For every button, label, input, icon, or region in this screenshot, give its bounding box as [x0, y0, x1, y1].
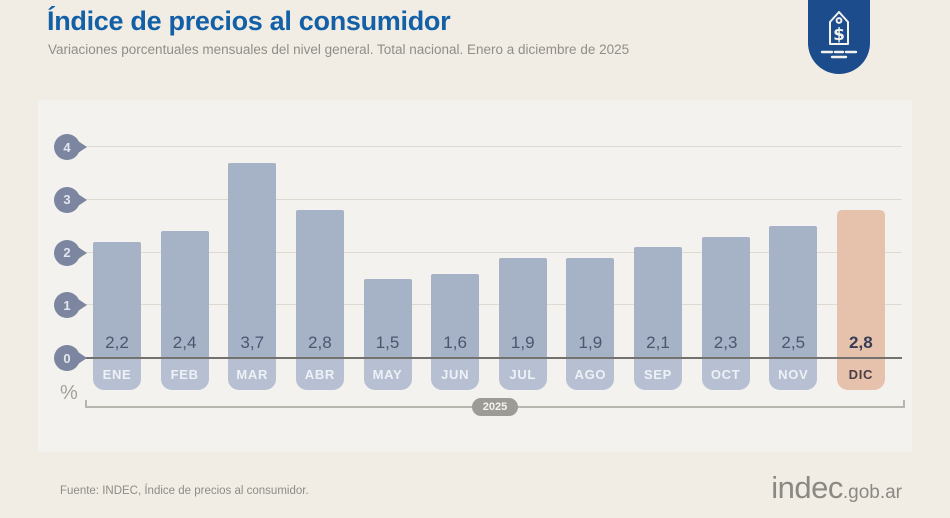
indec-logo-suffix: .gob.ar: [842, 482, 902, 503]
bar-value-sep: 2,1: [646, 333, 670, 352]
chart-panel: 2,2 ENE 2,4 FEB 3,7 MAR 2,8 ABR 1,5 MAY 1,6 JUN 1,9 J…: [38, 100, 912, 452]
bar-ago: [566, 257, 615, 358]
bar-column-ago: 1,9 AGO: [566, 100, 615, 390]
bar-value-jul: 1,9: [510, 333, 535, 352]
month-label-dic: DIC: [836, 358, 885, 390]
bar-column-jul: 1,9 JUL: [498, 100, 547, 390]
month-label-sep: SEP: [634, 358, 682, 390]
source-note: Fuente: INDEC, Índice de precios al cons…: [60, 485, 309, 497]
bar-column-may: 1,5 MAY: [363, 100, 412, 390]
bar-columns: 2,2 ENE 2,4 FEB 3,7 MAR 2,8 ABR 1,5 MAY 1,6 JUN 1,9 J…: [93, 100, 885, 390]
bar-value-abr: 2,8: [308, 333, 332, 352]
bar-value-dic: 2,8: [849, 333, 873, 352]
month-label-mar: MAR: [228, 358, 277, 390]
bar-feb: [160, 231, 209, 358]
bar-column-mar: 3,7 MAR: [228, 100, 277, 390]
bar-may: [363, 278, 412, 358]
bar-mar: [228, 162, 277, 358]
month-label-abr: ABR: [295, 358, 344, 390]
bar-abr: [295, 210, 344, 358]
y-tick-pin-2: 2: [54, 239, 87, 266]
month-label-jul: JUL: [498, 358, 547, 390]
y-tick-pin-4: 4: [54, 134, 87, 160]
price-tag-badge: $: [808, 0, 870, 74]
y-tick-pin-1: 1: [54, 292, 87, 319]
bar-value-ene: 2,2: [105, 333, 129, 352]
bar-column-jun: 1,6 JUN: [431, 100, 480, 390]
bar-nov: [769, 226, 818, 358]
month-label-nov: NOV: [769, 358, 818, 390]
gridline-y3: [78, 198, 902, 200]
gridline-y2: [78, 251, 902, 253]
indec-logo-main: indec: [771, 470, 843, 505]
bar-oct: [701, 236, 750, 358]
x-axis-line: [78, 357, 902, 359]
bar-dic: [836, 210, 885, 358]
month-label-jun: JUN: [431, 358, 480, 390]
month-label-ago: AGO: [566, 358, 615, 390]
bar-value-oct: 2,3: [713, 333, 738, 352]
month-label-feb: FEB: [160, 358, 209, 390]
bar-value-mar: 3,7: [240, 333, 265, 352]
bar-column-oct: 2,3 OCT: [701, 100, 750, 390]
bar-ene: [93, 241, 141, 358]
bar-column-ene: 2,2 ENE: [93, 100, 141, 390]
bar-value-jun: 1,6: [443, 333, 467, 352]
gridline-y1: [78, 304, 902, 306]
svg-text:$: $: [833, 25, 845, 45]
bar-jun: [431, 273, 480, 358]
bar-value-may: 1,5: [375, 333, 400, 352]
bar-column-sep: 2,1 SEP: [634, 100, 682, 390]
page-subtitle: Variaciones porcentuales mensuales del n…: [48, 42, 630, 57]
y-tick-pin-3: 3: [54, 186, 87, 213]
month-label-ene: ENE: [93, 358, 141, 390]
bar-column-abr: 2,8 ABR: [295, 100, 344, 390]
bar-value-ago: 1,9: [578, 333, 603, 352]
bar-value-feb: 2,4: [172, 333, 197, 352]
month-label-oct: OCT: [701, 358, 750, 390]
bar-value-nov: 2,5: [781, 333, 806, 352]
month-label-may: MAY: [363, 358, 412, 390]
bar-column-nov: 2,5 NOV: [769, 100, 818, 390]
bar-column-dic: 2,8 DIC: [836, 100, 885, 390]
gridline-y4: [78, 146, 902, 147]
y-axis-unit-label: %: [60, 382, 78, 404]
price-tag-icon: $: [820, 11, 858, 59]
y-tick-pin-0: 0: [54, 345, 87, 371]
page-title: Índice de precios al consumidor: [47, 6, 451, 36]
year-pill: 2025: [471, 398, 519, 416]
indec-logo: indec .gob.ar: [771, 470, 902, 506]
bar-column-feb: 2,4 FEB: [160, 100, 209, 390]
year-bracket: 2025: [85, 398, 905, 416]
bar-sep: [634, 247, 682, 358]
bar-jul: [498, 257, 547, 358]
